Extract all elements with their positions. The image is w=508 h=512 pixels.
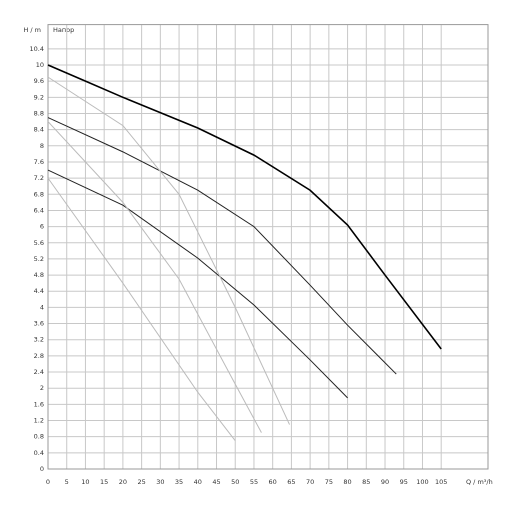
y-tick-label: 3.2 — [34, 336, 44, 344]
y-tick-label: 8.4 — [34, 126, 44, 134]
x-tick-label: 60 — [269, 478, 277, 486]
y-tick-label: 10 — [36, 61, 44, 69]
y-tick-label: 8.8 — [34, 109, 44, 117]
x-tick-label: 35 — [175, 478, 183, 486]
y-tick-label: 0.4 — [34, 449, 44, 457]
x-tick-label: 45 — [212, 478, 220, 486]
y-tick-label: 3.6 — [34, 320, 44, 328]
x-tick-label: 50 — [231, 478, 239, 486]
curve — [47, 177, 236, 442]
y-tick-label: 0 — [40, 465, 44, 473]
x-tick-label: 10 — [81, 478, 89, 486]
y-tick-label: 6 — [40, 223, 44, 231]
y-axis-label: H / m — [23, 26, 41, 34]
x-tick-label: 40 — [194, 478, 202, 486]
y-tick-label: 6.4 — [34, 206, 44, 214]
x-tick-label: 55 — [250, 478, 258, 486]
x-tick-label: 105 — [435, 478, 447, 486]
y-tick-label: 4.4 — [34, 287, 44, 295]
x-tick-label: 25 — [137, 478, 145, 486]
x-tick-label: 30 — [156, 478, 164, 486]
x-tick-label: 70 — [306, 478, 314, 486]
y-tick-label: 2.8 — [34, 352, 44, 360]
x-tick-label: 75 — [325, 478, 333, 486]
y-tick-label: 4.8 — [34, 271, 44, 279]
y-tick-label: 9.6 — [34, 77, 44, 85]
curve — [47, 121, 262, 433]
y-tick-label: 1.6 — [34, 400, 44, 408]
x-tick-label: 20 — [119, 478, 127, 486]
y-tick-label: 0.8 — [34, 433, 44, 441]
x-tick-label: 65 — [287, 478, 295, 486]
y-tick-label: 7.2 — [34, 174, 44, 182]
x-tick-label: 80 — [343, 478, 351, 486]
y-tick-label: 5.2 — [34, 255, 44, 263]
x-tick-label: 5 — [65, 478, 69, 486]
x-tick-label: 100 — [416, 478, 428, 486]
y-tick-label: 6.8 — [34, 190, 44, 198]
curve — [47, 117, 397, 375]
x-axis-label: Q / m³/h — [466, 478, 493, 486]
curve — [47, 169, 348, 399]
x-tick-label: 90 — [381, 478, 389, 486]
curve — [47, 76, 290, 425]
x-tick-label: 85 — [362, 478, 370, 486]
chart-title: Напор — [53, 26, 74, 34]
x-tick-label: 0 — [46, 478, 50, 486]
y-tick-label: 9.2 — [34, 93, 44, 101]
y-tick-label: 8 — [40, 142, 44, 150]
y-tick-label: 4 — [40, 303, 44, 311]
curve — [47, 64, 442, 350]
y-tick-label: 7.6 — [34, 158, 44, 166]
y-tick-label: 1.2 — [34, 417, 44, 425]
y-tick-label: 5.6 — [34, 239, 44, 247]
y-tick-label: 2 — [40, 384, 44, 392]
x-tick-label: 95 — [400, 478, 408, 486]
y-tick-label: 2.4 — [34, 368, 44, 376]
y-tick-label: 10.4 — [30, 45, 44, 53]
plot-frame — [47, 24, 489, 470]
x-tick-label: 15 — [100, 478, 108, 486]
